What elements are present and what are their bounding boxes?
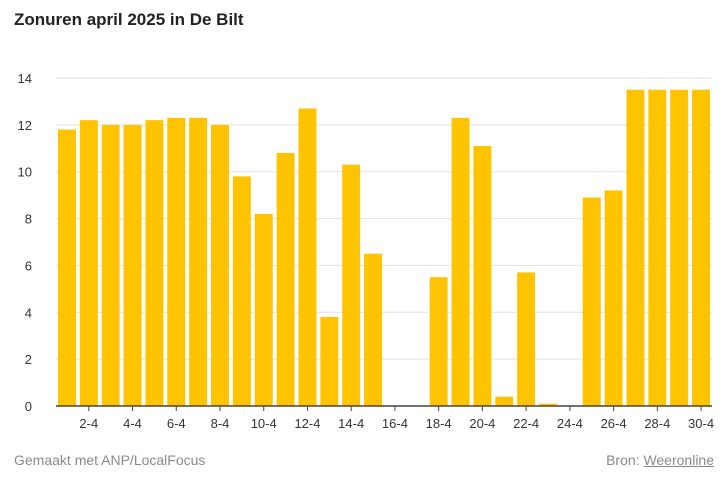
x-tick-label: 14-4 (338, 416, 364, 431)
bar-11-4 (276, 152, 295, 406)
x-tick-label: 18-4 (426, 416, 452, 431)
bar-8-4 (211, 124, 229, 407)
bar-9-4 (232, 176, 251, 406)
x-tick-label: 16-4 (382, 416, 408, 431)
bar-6-4 (167, 117, 186, 406)
bar-1-4 (57, 129, 76, 407)
y-axis: 0 2 4 6 8 10 12 14 (18, 71, 32, 414)
x-tick-label: 20-4 (469, 416, 495, 431)
bar-2-4 (79, 120, 98, 407)
x-tick-label: 4-4 (123, 416, 142, 431)
x-tick-label: 26-4 (601, 416, 627, 431)
x-tick-label: 30-4 (688, 416, 714, 431)
x-tick-label: 6-4 (167, 416, 186, 431)
x-tick-label: 8-4 (211, 416, 230, 431)
bar-4-4 (123, 124, 142, 407)
y-tick-label: 10 (18, 165, 32, 180)
bar-15-4 (364, 253, 383, 406)
bar-7-4 (189, 117, 208, 406)
bar-25-4 (582, 197, 601, 406)
source-label: Bron: (606, 452, 640, 468)
x-tick-label: 24-4 (557, 416, 583, 431)
bar-5-4 (145, 120, 164, 407)
bar-14-4 (342, 164, 361, 406)
bar-3-4 (101, 124, 120, 407)
bar-10-4 (254, 213, 273, 406)
bar-30-4 (692, 89, 711, 407)
source-link[interactable]: Weeronline (643, 452, 714, 468)
bars (57, 89, 711, 407)
x-tick-label: 2-4 (79, 416, 98, 431)
bar-27-4 (626, 89, 645, 407)
x-tick-label: 22-4 (513, 416, 539, 431)
bar-29-4 (670, 89, 689, 407)
chart-title: Zonuren april 2025 in De Bilt (14, 10, 244, 29)
bar-28-4 (648, 89, 667, 407)
y-tick-label: 14 (18, 71, 32, 86)
y-tick-label: 6 (25, 258, 32, 273)
y-tick-label: 2 (25, 352, 32, 367)
y-tick-label: 0 (25, 399, 32, 414)
x-tick-label: 10-4 (251, 416, 277, 431)
bar-23-4 (539, 403, 557, 406)
gridlines (56, 77, 712, 360)
bar-26-4 (604, 190, 623, 406)
x-tick-label: 28-4 (644, 416, 670, 431)
x-axis: 2-4 4-4 6-4 8-4 10-4 12-4 14-4 16-4 18-4 20-4 22-4… (79, 406, 714, 431)
bar-18-4 (429, 277, 448, 406)
credit-text: Gemaakt met ANP/LocalFocus (14, 452, 206, 468)
source-info: Bron: Weeronline (606, 452, 714, 468)
bar-12-4 (298, 108, 317, 407)
x-tick-label: 12-4 (294, 416, 320, 431)
bar-13-4 (320, 316, 339, 406)
y-tick-label: 4 (25, 305, 32, 320)
y-tick-label: 12 (18, 118, 32, 133)
y-tick-label: 8 (25, 212, 32, 227)
bar-19-4 (451, 117, 470, 406)
bar-22-4 (517, 272, 536, 406)
bar-21-4 (495, 396, 514, 406)
bar-20-4 (473, 145, 492, 406)
